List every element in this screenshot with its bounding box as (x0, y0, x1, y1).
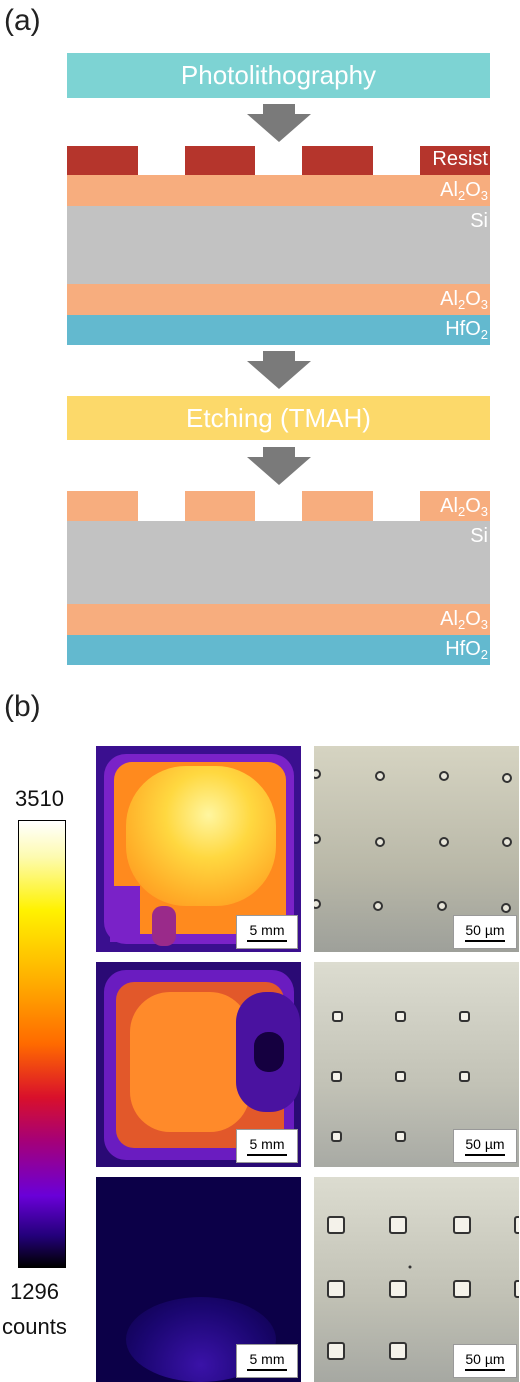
scalebar-6-label: 50 µm (465, 1351, 505, 1367)
scalebar-5: 50 µm (453, 1129, 517, 1163)
resist-block-3 (302, 146, 373, 175)
scalebar-2: 5 mm (236, 1129, 298, 1163)
down-arrow-icon (247, 351, 311, 389)
scalebar-4: 50 µm (453, 915, 517, 949)
al2o3-top-layer (67, 175, 490, 206)
etching-step-bar: Etching (TMAH) (67, 396, 490, 440)
al2o3-pillar-2 (185, 491, 255, 521)
down-arrow-icon (247, 447, 311, 485)
colorbar-max-label: 3510 (15, 786, 64, 811)
colorbar-min-label: 1296 (10, 1279, 59, 1304)
etched-hfo2-label: HfO2 (445, 638, 488, 662)
al2o3-pillar-3 (302, 491, 373, 521)
colorbar (18, 820, 66, 1268)
hfo2-label: HfO2 (445, 318, 488, 342)
resist-block-4 (420, 146, 490, 175)
si-layer (67, 206, 490, 284)
luminescence-image-2 (96, 962, 301, 1167)
scalebar-4-label: 50 µm (465, 922, 505, 938)
colorbar-unit-label: counts (2, 1314, 67, 1339)
al2o3-pillar-4 (420, 491, 490, 521)
photolithography-label: Photolithography (180, 60, 377, 90)
al2o3-pillar-1 (67, 491, 138, 521)
etched-al2o3-top-label: Al2O3 (440, 495, 488, 519)
photolithography-step-bar: Photolithography (67, 53, 490, 98)
scalebar-3: 5 mm (236, 1344, 298, 1378)
panel-label-b: (b) (4, 690, 41, 723)
resist-block-1 (67, 146, 138, 175)
etched-al2o3-bottom-label: Al2O3 (440, 608, 488, 632)
resist-layer-label: Resist (432, 148, 488, 170)
resist-block-2 (185, 146, 255, 175)
scalebar-6: 50 µm (453, 1344, 517, 1378)
al2o3-top-label: Al2O3 (440, 179, 488, 203)
etched-hfo2-layer (67, 635, 490, 665)
si-label: Si (470, 210, 488, 232)
scalebar-5-label: 50 µm (465, 1136, 505, 1152)
etched-si-label: Si (470, 525, 488, 547)
hfo2-layer (67, 315, 490, 345)
scalebar-2-label: 5 mm (249, 1136, 285, 1152)
scalebar-1: 5 mm (236, 915, 298, 949)
down-arrow-icon (247, 104, 311, 142)
scalebar-3-label: 5 mm (249, 1351, 285, 1367)
al2o3-bottom-label: Al2O3 (440, 288, 488, 312)
scalebar-1-label: 5 mm (249, 922, 285, 938)
etching-label: Etching (TMAH) (186, 402, 371, 433)
etched-al2o3-bottom-layer (67, 604, 490, 635)
etched-si-layer (67, 521, 490, 604)
panel-label-a: (a) (4, 4, 41, 37)
al2o3-bottom-layer (67, 284, 490, 315)
luminescence-image-1 (96, 746, 301, 952)
